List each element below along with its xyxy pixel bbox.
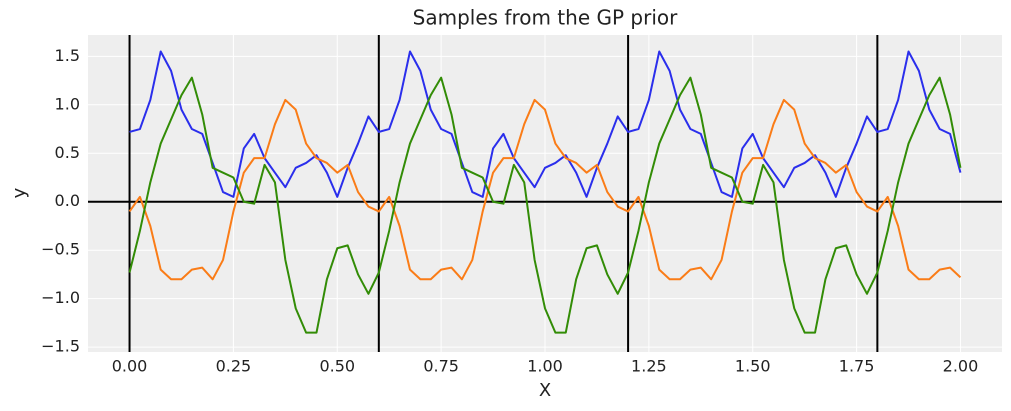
x-tick-label: 0.00 [112,357,148,376]
x-tick-label: 0.50 [319,357,355,376]
y-tick-label: 0.0 [55,191,80,210]
y-axis-label: y [9,187,30,198]
x-tick-label: 2.00 [943,357,979,376]
y-tick-label: 1.5 [55,46,80,65]
x-tick-label: 1.25 [631,357,667,376]
y-tick-label: 1.0 [55,94,80,113]
x-tick-label: 0.75 [423,357,459,376]
y-tick-label: 0.5 [55,143,80,162]
x-tick-label: 1.00 [527,357,563,376]
series-line [128,76,962,334]
y-tick-label: −1.0 [41,288,80,307]
chart-title: Samples from the GP prior [413,6,678,30]
x-tick-label: 1.75 [839,357,875,376]
x-tick-label: 1.50 [735,357,771,376]
series-line [128,98,962,281]
x-axis-label: X [539,380,551,401]
y-tick-label: −0.5 [41,240,80,259]
y-tick-label: −1.5 [41,337,80,356]
x-tick-label: 0.25 [216,357,252,376]
series-line [129,50,962,198]
